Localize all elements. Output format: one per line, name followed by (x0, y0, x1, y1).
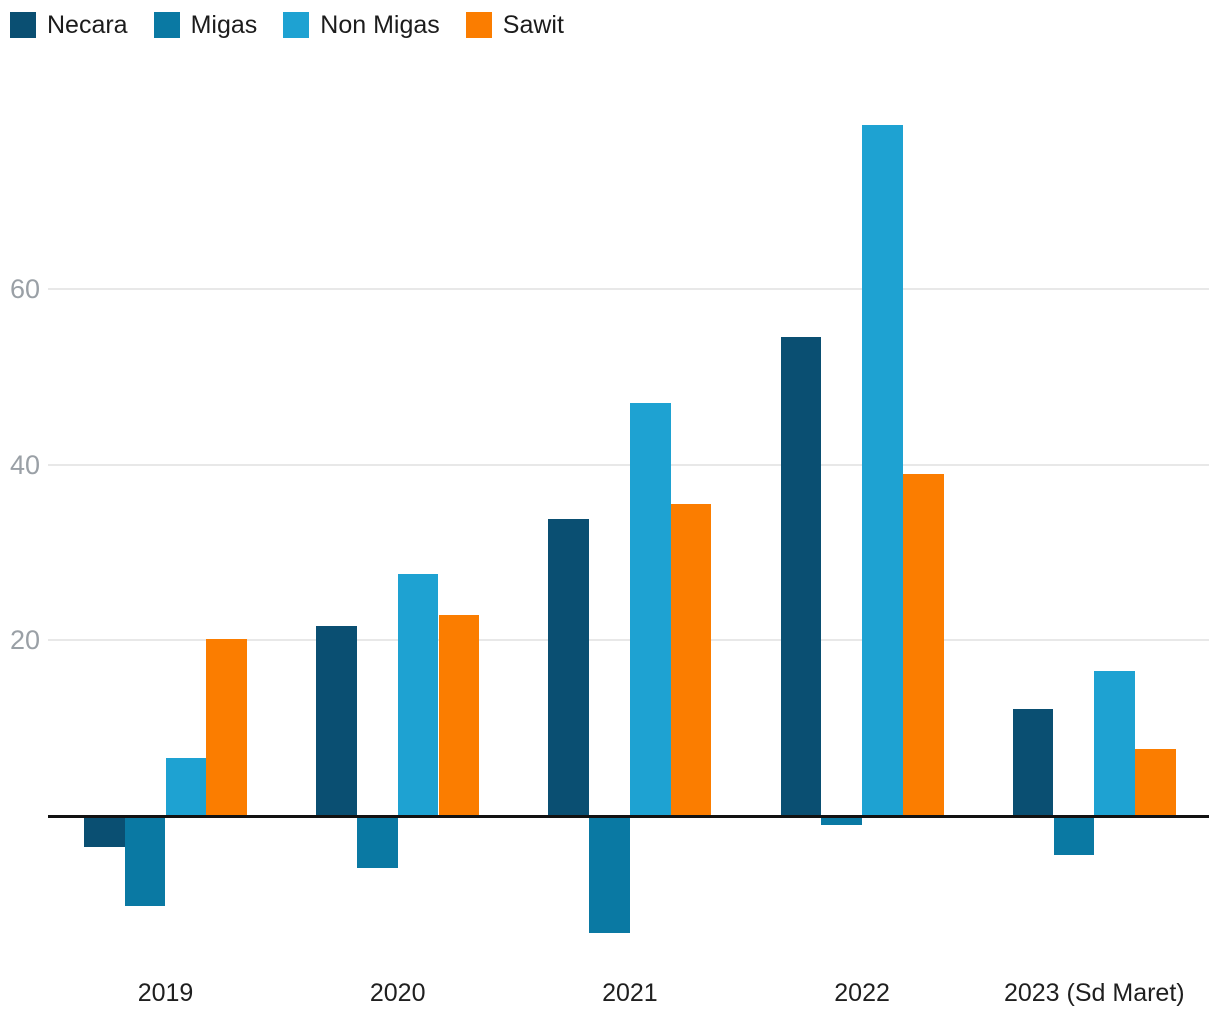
gridline-40 (48, 463, 1209, 466)
legend-swatch-migas (153, 12, 180, 38)
legend-swatch-sawit (465, 12, 492, 38)
y-axis-tick-label-20: 20 (10, 625, 41, 656)
x-axis-label-2022: 2022 (834, 979, 890, 1007)
legend-item-migas[interactable]: Migas (153, 11, 258, 39)
x-axis-label-2020: 2020 (369, 979, 426, 1007)
bar-non-migas-2021[interactable] (629, 403, 671, 816)
legend: Necara Migas Non Migas Sawit (10, 12, 590, 38)
legend-label: Necara (47, 11, 128, 39)
bar-non-migas-2023-sd-maret[interactable] (1094, 671, 1136, 816)
legend-swatch-non-migas (283, 12, 310, 38)
bar-non-migas-2019[interactable] (165, 758, 207, 816)
x-axis-label-2021: 2021 (602, 979, 658, 1007)
legend-label: Non Migas (320, 11, 440, 39)
bar-migas-2019[interactable] (124, 816, 166, 906)
bar-migas-2021[interactable] (589, 816, 630, 933)
legend-label: Sawit (502, 11, 564, 39)
bar-sawit-2021[interactable] (670, 504, 712, 816)
bar-sawit-2022[interactable] (902, 473, 944, 816)
gridline-20 (48, 639, 1209, 642)
legend-label: Migas (190, 11, 258, 39)
legend-item-necara[interactable]: Necara (10, 12, 128, 38)
bar-migas-2022[interactable] (821, 816, 863, 825)
bar-sawit-2020[interactable] (438, 614, 480, 816)
y-axis-tick-label-40: 40 (10, 449, 41, 480)
bar-migas-2020[interactable] (356, 816, 398, 868)
bar-necara-2021[interactable] (548, 519, 590, 816)
x-axis-label-2023-sd-maret: 2023 (Sd Maret) (1003, 979, 1185, 1007)
y-axis-tick-label-60: 60 (10, 274, 41, 305)
bar-non-migas-2022[interactable] (862, 125, 903, 816)
bar-necara-2022[interactable] (780, 337, 822, 816)
bar-sawit-2019[interactable] (206, 638, 248, 816)
bar-sawit-2023-sd-maret[interactable] (1135, 749, 1176, 816)
gridline-60 (48, 288, 1209, 291)
legend-item-sawit[interactable]: Sawit (465, 11, 564, 39)
legend-item-non-migas[interactable]: Non Migas (283, 12, 440, 38)
bar-necara-2023-sd-maret[interactable] (1012, 708, 1054, 816)
bar-migas-2023-sd-maret[interactable] (1053, 816, 1095, 855)
bar-necara-2019[interactable] (83, 816, 125, 847)
bar-necara-2020[interactable] (316, 626, 357, 816)
bar-non-migas-2020[interactable] (397, 573, 439, 816)
x-axis-zero-line (48, 815, 1209, 818)
legend-swatch-necara (10, 12, 36, 38)
x-axis-label-2019: 2019 (137, 979, 194, 1007)
